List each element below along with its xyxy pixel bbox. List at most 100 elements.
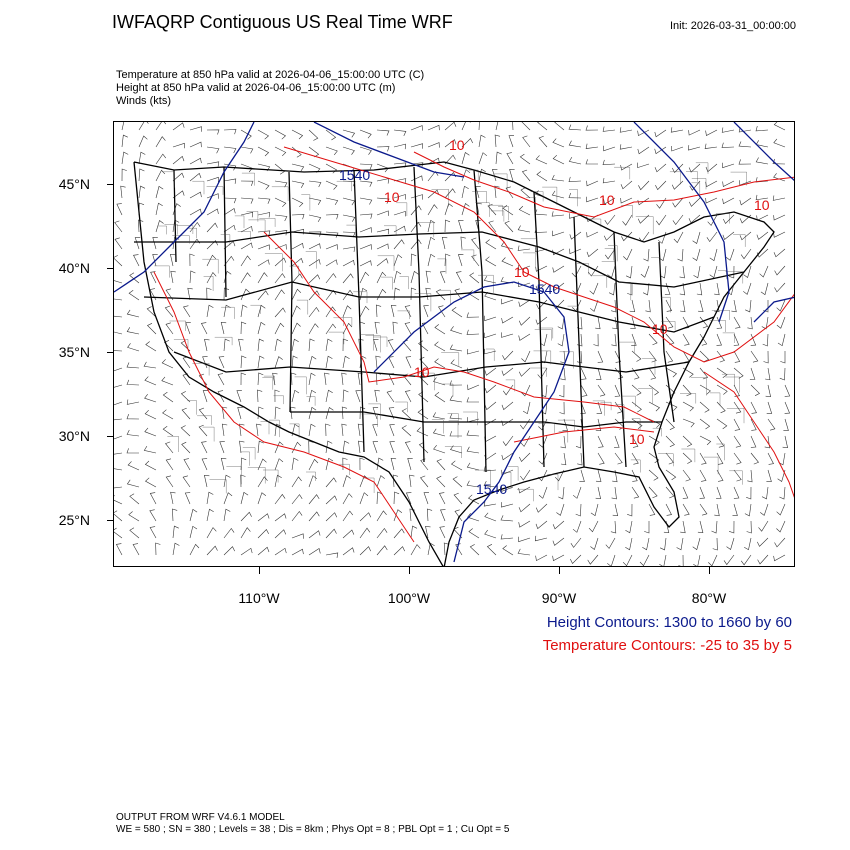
wind-barb [519, 452, 531, 463]
wind-barb [342, 510, 354, 522]
wind-barb [672, 197, 684, 208]
wind-barb [562, 418, 568, 431]
wind-barb [568, 156, 582, 165]
wind-barb [625, 520, 633, 534]
wind-barb [693, 554, 701, 566]
wind-barb [551, 174, 565, 182]
wind-barb [272, 372, 278, 386]
wind-barb [620, 163, 633, 171]
wind-barb [450, 460, 463, 471]
model-version: OUTPUT FROM WRF V4.6.1 MODEL [116, 812, 285, 823]
wind-barb [257, 244, 270, 250]
wind-barb [716, 333, 722, 346]
county-boundary [604, 248, 614, 261]
county-boundary [418, 372, 435, 391]
wind-barb [219, 441, 225, 454]
wind-barb [206, 208, 219, 216]
county-boundary [614, 167, 630, 180]
wind-barb [535, 282, 548, 292]
county-boundary [301, 194, 311, 211]
wind-barb [557, 316, 565, 330]
wind-barb [240, 146, 254, 154]
wind-barb [325, 244, 338, 250]
wind-barb [461, 203, 470, 216]
wind-barb [410, 175, 423, 182]
county-boundary [250, 305, 261, 314]
wind-barb [393, 194, 406, 200]
wind-barb [495, 122, 499, 131]
wind-barb [325, 289, 337, 301]
wind-barb [410, 239, 422, 250]
wind-barb [359, 260, 372, 267]
wind-barb [765, 367, 771, 381]
wind-barb [342, 457, 348, 471]
wind-barb [375, 355, 381, 369]
wind-barb [202, 356, 208, 369]
wind-barb [257, 546, 270, 556]
wind-barb [432, 428, 446, 437]
county-boundary [725, 376, 740, 393]
wind-barb [126, 429, 140, 437]
wind-barb [466, 312, 480, 318]
height-contours [114, 122, 794, 563]
wind-barb [484, 348, 497, 355]
wind-barb [444, 203, 453, 216]
wind-barb [325, 323, 337, 335]
wind-barb [325, 231, 339, 238]
wind-barb [621, 231, 633, 242]
wind-barb [359, 287, 368, 301]
wind-barb [161, 376, 174, 386]
wind-barb [738, 127, 752, 133]
wind-barb [537, 122, 548, 131]
wind-barb [155, 169, 166, 182]
wind-barb [709, 265, 718, 279]
wind-barb [342, 475, 351, 488]
wind-barb [206, 491, 214, 505]
wind-barb [750, 418, 757, 431]
wind-barb [325, 389, 333, 403]
temp-contour-label: 10 [599, 192, 615, 208]
wind-barb [699, 503, 708, 516]
wind-barb [500, 241, 514, 250]
wind-barb [637, 162, 650, 169]
wind-barb [518, 333, 531, 341]
wind-barb [240, 304, 248, 318]
wind-barb [201, 458, 208, 471]
wind-barb [625, 265, 633, 279]
wind-barb [182, 475, 191, 488]
wind-barb [274, 441, 284, 454]
wind-barb [417, 408, 429, 420]
wind-barb [519, 153, 531, 165]
wind-barb [699, 401, 710, 413]
wind-barb [325, 423, 331, 437]
lat-tick [107, 268, 113, 269]
county-boundary [729, 470, 743, 485]
county-boundary [259, 218, 276, 227]
wind-barb [586, 248, 599, 258]
wind-barb [552, 230, 565, 237]
wind-barb [779, 486, 786, 500]
wind-barb [376, 457, 384, 471]
wind-barb [733, 469, 742, 482]
wind-barb [218, 356, 225, 369]
wind-barb [484, 315, 497, 322]
wind-barb [755, 194, 769, 201]
wind-barb [534, 209, 548, 216]
wind-barb [466, 462, 480, 471]
wind-barb [274, 338, 282, 352]
wind-barb [521, 350, 531, 363]
wind-barb [716, 452, 724, 465]
wind-barb [452, 476, 463, 488]
wind-barb [631, 401, 642, 413]
county-boundary [237, 231, 251, 241]
wind-barb [757, 537, 769, 547]
wind-barb [237, 407, 243, 420]
wind-barb [189, 191, 202, 199]
wind-barb [308, 494, 320, 505]
wind-barb [535, 503, 548, 513]
wind-barb [404, 305, 412, 318]
wind-barb [126, 413, 140, 420]
wind-barb [552, 138, 565, 148]
wind-barb [593, 333, 599, 347]
wind-barb [389, 441, 395, 454]
